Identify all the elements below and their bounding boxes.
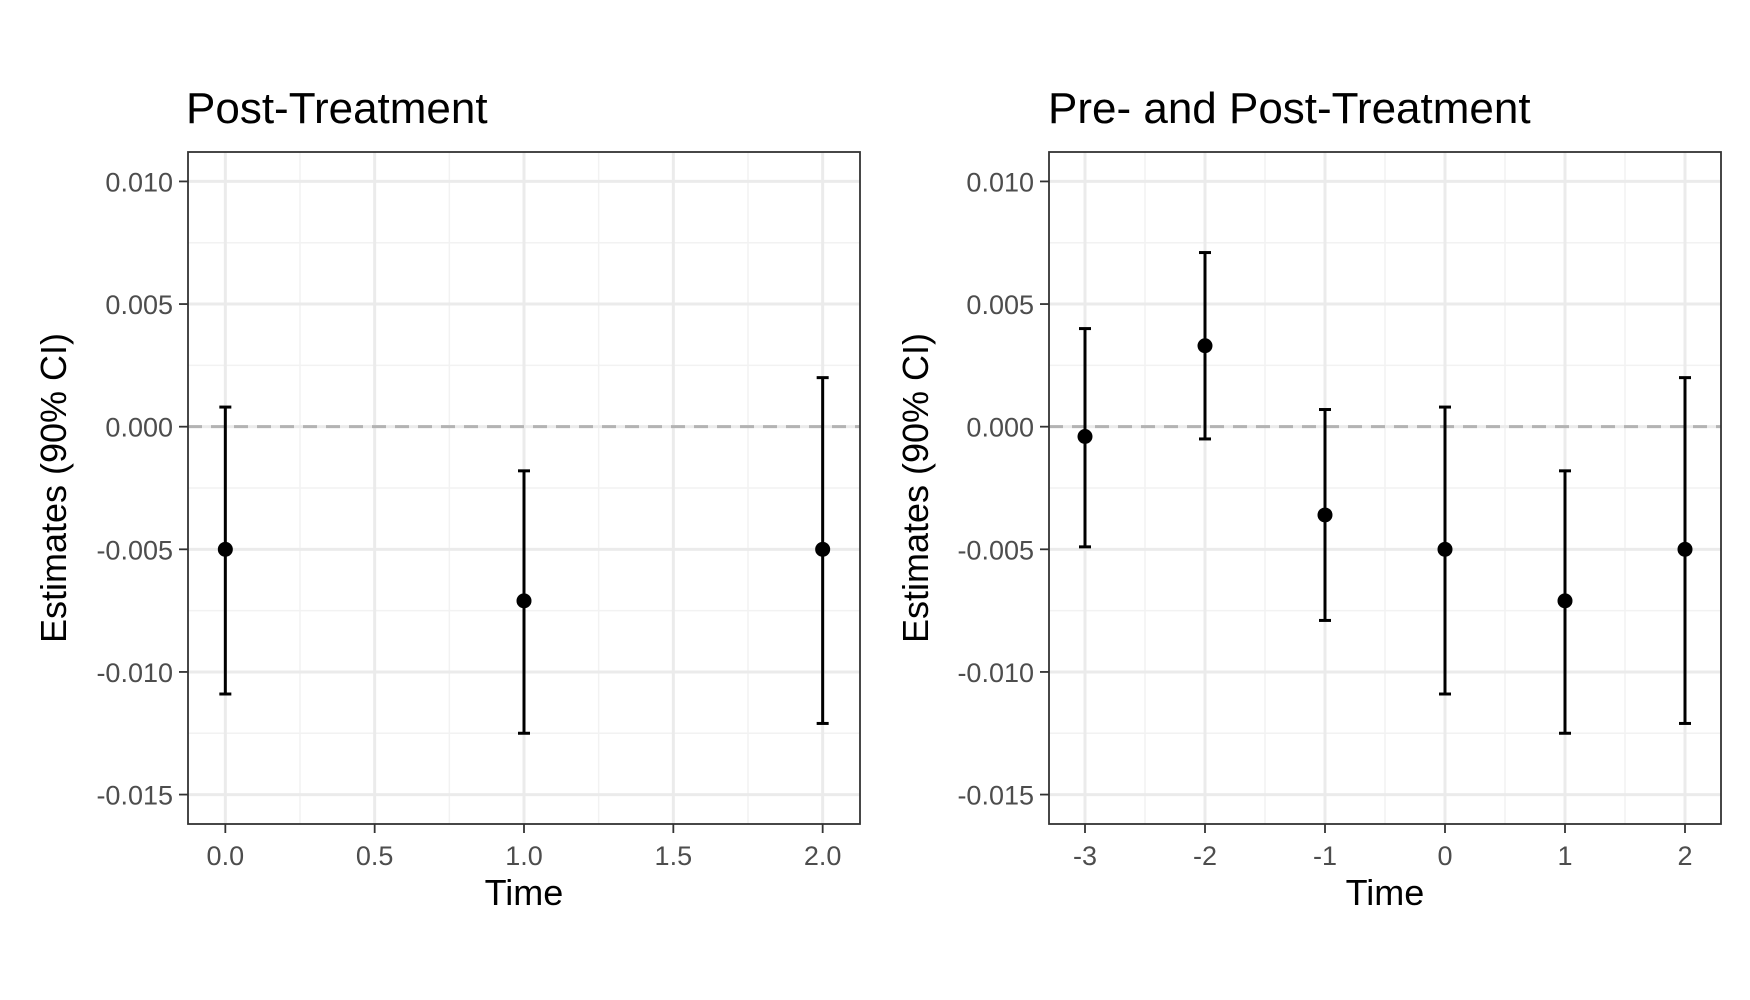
y-tick-label: -0.005 [96, 535, 173, 565]
x-tick-label: 2.0 [804, 841, 842, 871]
x-tick-label: -3 [1073, 841, 1097, 871]
x-tick-label: 2 [1677, 841, 1692, 871]
x-tick-label: -1 [1313, 841, 1337, 871]
x-tick-label: 1.0 [505, 841, 543, 871]
y-axis-title: Estimates (90% CI) [895, 333, 936, 643]
data-point [1197, 338, 1213, 354]
data-point [217, 541, 233, 557]
y-tick-label: 0.005 [105, 290, 173, 320]
x-tick-label: 0 [1437, 841, 1452, 871]
data-point [1677, 541, 1693, 557]
x-tick-label: -2 [1193, 841, 1217, 871]
data-point [815, 541, 831, 557]
chart-panel-2: 0.010 0.005 0.000 -0.005 -0.010 -0.015 -3 -2 -1 0… [895, 84, 1722, 913]
y-axis-title: Estimates (90% CI) [33, 333, 74, 643]
y-tick-label: 0.005 [966, 290, 1034, 320]
x-tick-label: 1.5 [655, 841, 693, 871]
y-tick-label: 0.010 [966, 167, 1034, 197]
data-point [1437, 541, 1453, 557]
y-tick-label: 0.000 [966, 413, 1034, 443]
y-tick-label: -0.005 [957, 535, 1034, 565]
data-point [1317, 507, 1333, 523]
x-axis-title: Time [1346, 872, 1425, 913]
panel-border [1048, 151, 1722, 825]
y-tick-label: -0.010 [957, 658, 1034, 688]
chart-panel-1: 0.010 0.005 0.000 -0.005 -0.010 -0.015 0.0 0.5 1… [33, 84, 861, 913]
x-axis-title: Time [485, 872, 564, 913]
y-tick-label: -0.015 [96, 781, 173, 811]
y-tick-label: -0.010 [96, 658, 173, 688]
y-tick-label: 0.000 [105, 413, 173, 443]
data-point [1077, 428, 1093, 444]
x-tick-label: 0.5 [356, 841, 394, 871]
y-tick-label: -0.015 [957, 781, 1034, 811]
data-point [1557, 593, 1573, 609]
x-tick-label: 1 [1557, 841, 1572, 871]
y-tick-label: 0.010 [105, 167, 173, 197]
x-tick-label: 0.0 [207, 841, 245, 871]
data-point [516, 593, 532, 609]
chart-title: Post-Treatment [186, 84, 488, 133]
chart-title: Pre- and Post-Treatment [1048, 84, 1531, 133]
